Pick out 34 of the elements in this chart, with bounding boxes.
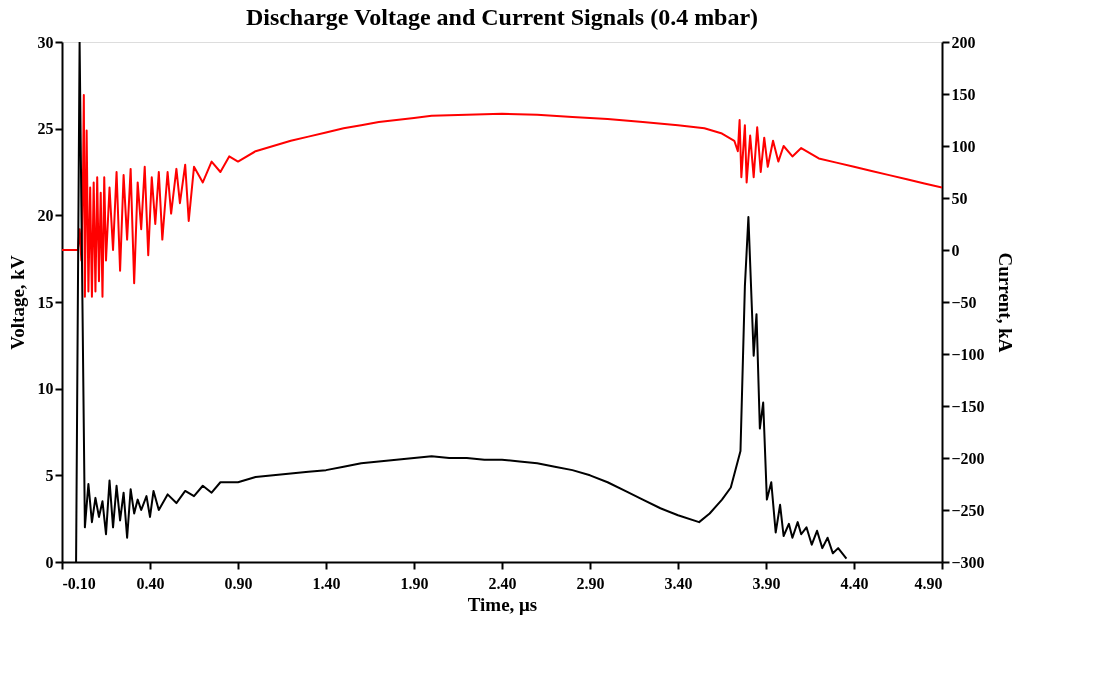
y2-tick-label: 150 [951,85,976,103]
y2-tick-label: −100 [951,345,985,363]
y-tick-label: 25 [37,120,54,138]
x-tick-label: 0.90 [224,574,253,592]
y-tick-label: 15 [37,293,54,311]
x-tick-label: 1.90 [400,574,429,592]
y-tick-label: 30 [37,33,54,51]
y2-tick-label: −300 [951,553,985,571]
y-tick-label: 0 [45,553,54,571]
y2-tick-label: −200 [951,449,985,467]
y-tick-label: 5 [45,466,54,484]
y2-axis-title: Current, kA [994,252,1016,353]
x-tick-label: 4.90 [914,574,943,592]
y2-tick-label: 100 [951,137,976,155]
y2-tick-label: 50 [951,189,968,207]
x-tick-label: 2.40 [488,574,517,592]
x-tick-label: 3.90 [752,574,781,592]
x-tick-label: 3.40 [664,574,693,592]
y2-tick-label: 0 [951,241,960,259]
x-tick-label: 4.40 [840,574,869,592]
y2-tick-label: −150 [951,397,985,415]
y2-tick-label: 200 [951,33,976,51]
x-tick-label: -0.10 [62,574,96,592]
x-tick-label: 1.40 [312,574,341,592]
y2-tick-label: −250 [951,501,985,519]
x-tick-label: 0.40 [136,574,165,592]
x-tick-label: 2.90 [576,574,605,592]
line-series [62,94,942,298]
y-tick-label: 20 [37,206,54,224]
y-axis-title: Voltage, kV [6,255,28,350]
x-axis-title: Time, μs [467,593,538,615]
y2-tick-label: −50 [951,293,977,311]
chart-title: Discharge Voltage and Current Signals (0.4 mbar) [245,4,759,30]
y-tick-label: 10 [37,380,54,398]
